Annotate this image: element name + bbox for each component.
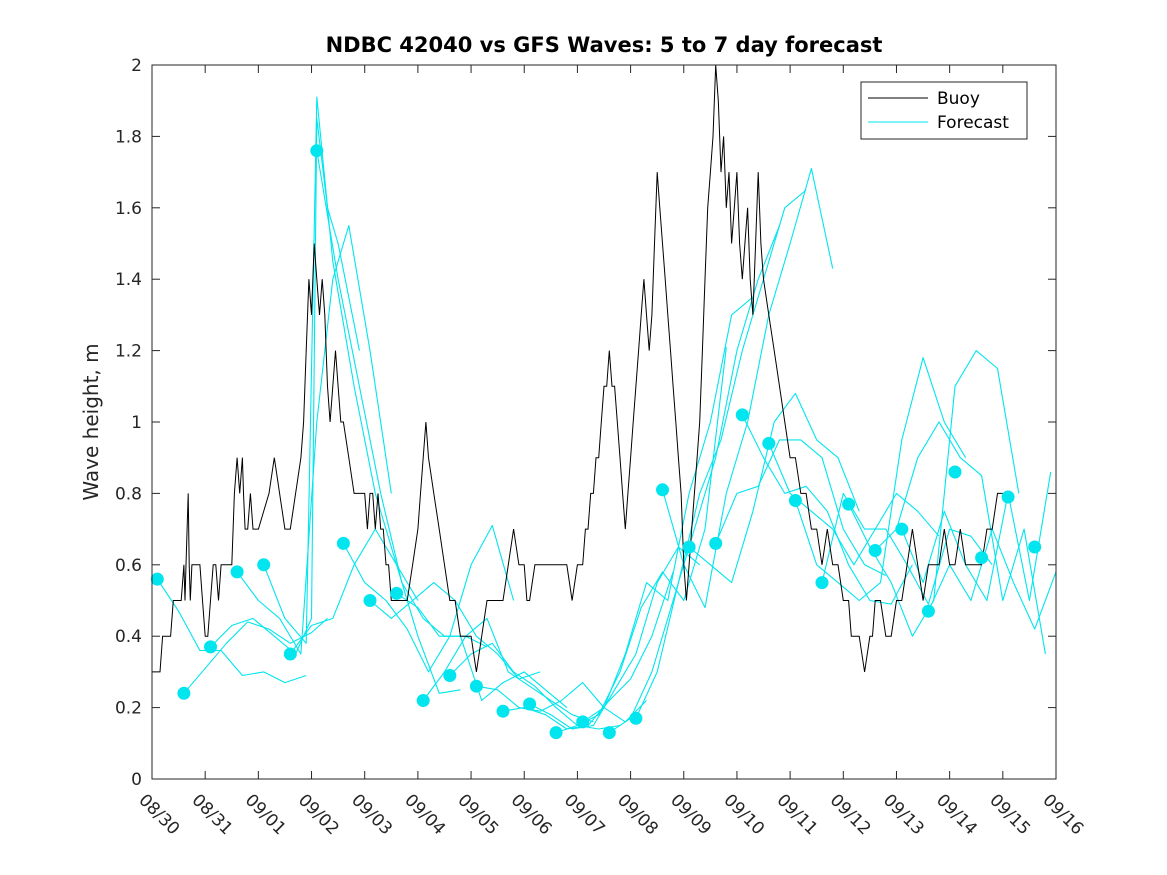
- forecast-run-line-25: [794, 357, 967, 602]
- plot-area: [152, 65, 1056, 779]
- forecast-run-line-5: [263, 96, 419, 644]
- forecast-run-line-2: [183, 617, 328, 694]
- y-tick-label: 0.8: [115, 484, 142, 504]
- forecast-marker-point: [762, 436, 776, 450]
- y-tick-label: 1.4: [115, 270, 142, 290]
- y-tick-labels: 0 0.2 0.4 0.6 0.8 1 1.2 1.4 1.6 1.8 2: [115, 56, 142, 790]
- y-tick-label: 0.2: [115, 699, 142, 719]
- forecast-marker-point: [948, 465, 962, 479]
- forecast-marker-point: [975, 551, 989, 565]
- forecast-marker-point: [682, 540, 696, 554]
- forecast-marker-point: [177, 686, 191, 700]
- forecast-run-line-11: [422, 617, 594, 723]
- y-tick-label: 0.6: [115, 556, 142, 576]
- legend-buoy-label: Buoy: [937, 89, 980, 109]
- forecast-marker-point: [283, 647, 297, 661]
- forecast-marker-point: [921, 604, 935, 618]
- forecast-marker-point: [788, 494, 802, 507]
- y-tick-label: 1: [131, 413, 142, 433]
- y-tick-label: 2: [131, 56, 142, 76]
- forecast-run-line-15: [529, 546, 701, 730]
- forecast-run-line-10: [396, 592, 568, 709]
- forecast-run-line-13: [476, 682, 647, 723]
- series-layer: [152, 64, 1057, 734]
- forecast-marker-point: [257, 558, 271, 572]
- legend-box: [860, 81, 1028, 140]
- forecast-run-line-18: [608, 225, 781, 734]
- y-tick-label: 1.2: [115, 342, 142, 362]
- forecast-marker-point: [629, 711, 643, 725]
- forecast-marker-point: [523, 697, 537, 711]
- legend-forecast-label: Forecast: [937, 113, 1009, 133]
- forecast-marker-point: [496, 704, 510, 718]
- plot-frame: [151, 64, 1057, 780]
- forecast-marker-point: [735, 408, 749, 422]
- forecast-run-line-20: [661, 167, 834, 609]
- forecast-marker-point: [363, 594, 377, 607]
- forecast-marker-point: [656, 483, 669, 497]
- forecast-marker-point: [230, 565, 244, 579]
- y-tick-label: 1.8: [115, 127, 142, 147]
- forecast-marker-point: [390, 586, 404, 600]
- forecast-marker-point: [842, 497, 856, 511]
- legend: Buoy Forecast: [860, 81, 1028, 140]
- buoy-line: [152, 64, 1003, 673]
- forecast-marker-point: [443, 669, 457, 682]
- forecast-marker-point: [469, 679, 483, 693]
- forecast-run-line-23: [741, 414, 913, 605]
- forecast-run-line-19: [635, 189, 807, 719]
- chart-title: NDBC 42040 vs GFS Waves: 5 to 7 day fore…: [326, 33, 883, 57]
- y-tick-label: 0: [131, 770, 142, 790]
- forecast-marker-point: [336, 536, 350, 550]
- forecast-marker-point: [815, 576, 829, 590]
- y-tick-label: 1.6: [115, 199, 142, 219]
- forecast-markers: [150, 144, 1042, 740]
- forecast-run-line-4: [236, 225, 392, 655]
- forecast-run-line-28: [874, 421, 1046, 655]
- forecast-run-line-22: [715, 439, 887, 576]
- forecast-run-line-1: [156, 578, 307, 684]
- forecast-marker-point: [1028, 540, 1042, 554]
- forecast-marker-point: [576, 715, 590, 729]
- forecast-run-line-12: [449, 642, 621, 730]
- forecast-marker-point: [310, 144, 324, 158]
- forecast-run-line-17: [582, 296, 754, 723]
- forecast-marker-point: [709, 536, 723, 550]
- y-tick-label: 0.4: [115, 627, 142, 647]
- forecast-marker-point: [1001, 490, 1015, 504]
- forecast-marker-point: [204, 640, 217, 654]
- y-axis-label: Wave height, m: [79, 343, 103, 500]
- forecast-marker-point: [150, 572, 164, 586]
- forecast-marker-point: [895, 522, 909, 536]
- forecast-marker-point: [416, 694, 430, 707]
- forecast-marker-point: [868, 544, 882, 557]
- forecast-marker-point: [602, 726, 616, 740]
- forecast-marker-point: [549, 726, 563, 740]
- forecast-run-line-8: [342, 524, 515, 673]
- forecast-run-line-21: [688, 392, 860, 584]
